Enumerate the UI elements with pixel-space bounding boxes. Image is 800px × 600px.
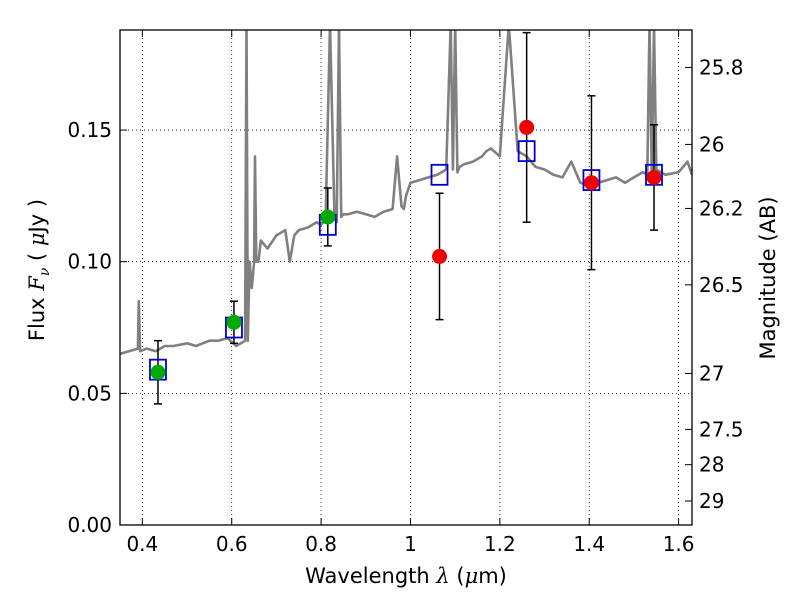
grid	[120, 30, 692, 525]
model-photometry-square	[430, 163, 449, 186]
y-axis-unit: Jy )	[25, 199, 49, 235]
x-axis-mu: μ	[465, 564, 479, 588]
right-axis-tick-label: 27.5	[699, 417, 744, 441]
right-axis-title: Magnitude (AB)	[756, 196, 780, 359]
right-axis-tick-label: 25.8	[699, 55, 744, 79]
x-tick-label: 0.6	[216, 532, 248, 556]
right-axis-tick-label: 29	[699, 489, 724, 513]
x-tick-label: 0.4	[126, 532, 158, 556]
axes-ticks: 0.4 0.6 0.8 1 1.2 1.4 1.6 0.00 0.05 0.10 0.15 25.8 2…	[67, 30, 744, 556]
right-axis-tick-label: 26.5	[699, 273, 744, 297]
right-axis-tick-label: 28	[699, 453, 724, 477]
infrared-data-point	[519, 119, 535, 135]
y-axis-title: Flux Fν ( μJy )	[25, 199, 53, 341]
y-axis-flux-symbol: F	[25, 275, 49, 292]
y-axis-nu-subscript: ν	[37, 267, 53, 276]
infrared-data-point	[583, 175, 599, 191]
optical-data-point	[320, 209, 336, 225]
right-axis-tick-label: 26	[699, 132, 724, 156]
y-axis-open: (	[25, 246, 49, 268]
x-axis-lambda: λ	[435, 564, 449, 588]
x-axis-title: Wavelength λ (μm)	[305, 564, 507, 588]
x-tick-label: 1.6	[663, 532, 695, 556]
y-tick-label: 0.00	[67, 513, 112, 537]
y-tick-label: 0.05	[67, 381, 112, 405]
model-spectrum-line	[120, 30, 692, 356]
right-axis-tick-label: 26.2	[699, 196, 744, 220]
plot-frame	[119, 29, 693, 526]
plot-area	[120, 30, 692, 405]
optical-data-point	[226, 314, 242, 330]
optical-data-point	[150, 364, 166, 380]
x-tick-label: 1.4	[573, 532, 605, 556]
y-tick-label: 0.10	[67, 250, 112, 274]
right-axis-tick-label: 27	[699, 361, 724, 385]
x-axis-title-prefix: Wavelength	[305, 564, 436, 588]
svg-text:Flux Fν ( μJy ): Flux Fν ( μJy )	[25, 199, 53, 341]
x-axis-unit: m)	[478, 564, 507, 588]
x-axis-open: (	[450, 564, 465, 588]
infrared-data-point	[432, 248, 448, 264]
y-axis-mu: μ	[25, 232, 49, 246]
right-axis-title-text: Magnitude (AB)	[756, 196, 780, 359]
infrared-data-point	[646, 169, 662, 185]
y-tick-label: 0.15	[67, 118, 112, 142]
x-tick-label: 1.2	[484, 532, 516, 556]
y-axis-title-prefix: Flux	[25, 291, 49, 341]
model-photometry-square	[517, 140, 536, 163]
x-tick-label: 0.8	[305, 532, 337, 556]
x-tick-label: 1	[404, 532, 417, 556]
